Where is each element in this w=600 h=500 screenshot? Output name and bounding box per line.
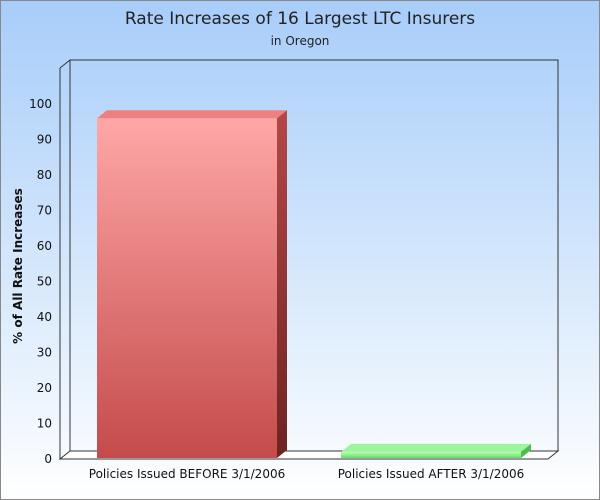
y-tick-label: 70	[37, 204, 52, 218]
y-tick-label: 20	[37, 381, 52, 395]
bar-top-face	[97, 110, 287, 119]
bar	[97, 110, 287, 458]
bar-side-face	[277, 110, 287, 458]
bar-top-face	[341, 443, 531, 452]
y-axis-ticks: 0 10 20 30 40 50 60 70 80 90 100	[29, 97, 52, 466]
x-category-label: Policies Issued BEFORE 3/1/2006	[89, 467, 285, 481]
chart-title: Rate Increases of 16 Largest LTC Insurer…	[125, 9, 475, 29]
y-tick-label: 50	[37, 275, 52, 289]
bar-side-face	[521, 443, 531, 458]
y-tick-label: 60	[37, 239, 52, 253]
y-tick-label: 100	[29, 97, 52, 111]
bar-front-face	[97, 118, 277, 458]
plot-left-edge	[59, 59, 71, 69]
bars-group	[97, 110, 531, 458]
y-tick-label: 30	[37, 346, 52, 360]
y-tick-label: 80	[37, 168, 52, 182]
x-axis-labels: Policies Issued BEFORE 3/1/2006 Policies …	[89, 467, 524, 481]
y-tick-label: 90	[37, 133, 52, 147]
bar	[341, 443, 531, 458]
y-tick-label: 10	[37, 417, 52, 431]
x-category-label: Policies Issued AFTER 3/1/2006	[338, 467, 525, 481]
chart-subtitle: in Oregon	[271, 34, 330, 48]
bar-front-face	[341, 451, 521, 458]
y-axis-label: % of All Rate Increases	[11, 188, 25, 344]
y-tick-label: 0	[44, 452, 52, 466]
y-tick-label: 40	[37, 310, 52, 324]
